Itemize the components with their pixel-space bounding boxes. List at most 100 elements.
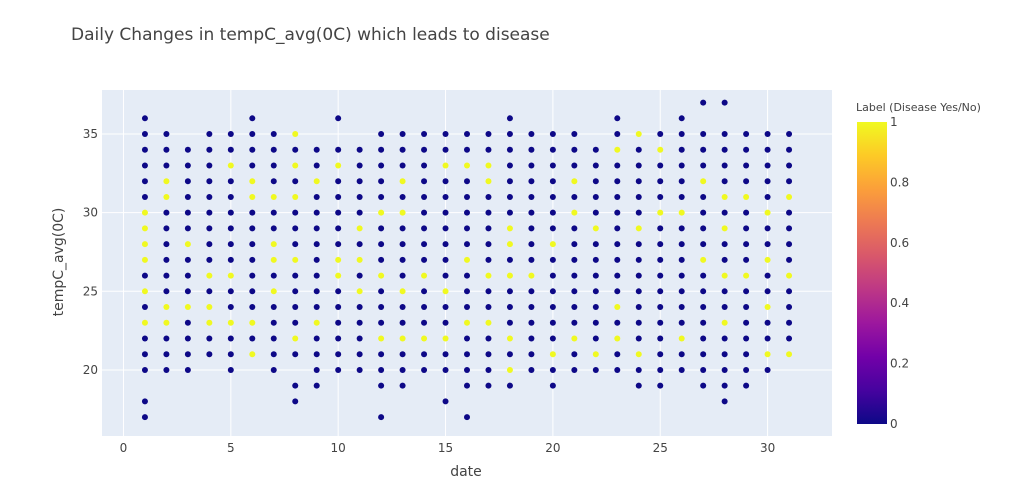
data-point-label-0 [700, 99, 707, 106]
data-point-label-0 [141, 162, 148, 169]
data-point-label-1 [292, 162, 299, 169]
data-point-label-1 [356, 256, 363, 263]
data-point-label-0 [206, 351, 213, 358]
data-point-label-0 [399, 225, 406, 232]
data-point-label-0 [464, 366, 470, 373]
data-point-label-0 [657, 162, 664, 169]
data-point-label-0 [549, 304, 556, 311]
data-point-label-0 [635, 366, 642, 373]
data-point-label-0 [614, 256, 621, 263]
data-point-label-0 [292, 288, 299, 295]
data-point-label-0 [227, 146, 234, 153]
data-point-label-0 [506, 115, 513, 122]
data-point-label-0 [313, 351, 320, 358]
data-point-label-0 [700, 366, 707, 373]
data-point-label-0 [335, 366, 342, 373]
data-point-label-0 [163, 131, 170, 138]
data-point-label-0 [549, 366, 556, 373]
data-point-label-0 [184, 335, 191, 342]
data-point-label-0 [700, 319, 707, 326]
data-point-label-1 [657, 209, 664, 216]
data-point-label-0 [743, 304, 750, 311]
data-point-label-0 [249, 146, 256, 153]
data-point-label-0 [421, 366, 428, 373]
data-point-label-0 [313, 146, 320, 153]
data-point-label-0 [206, 225, 213, 232]
data-point-label-0 [378, 146, 385, 153]
data-point-label-0 [378, 319, 385, 326]
data-point-label-0 [721, 146, 728, 153]
data-point-label-0 [356, 319, 363, 326]
data-point-label-0 [313, 304, 320, 311]
data-point-label-1 [786, 272, 793, 279]
data-point-label-1 [721, 225, 728, 232]
data-point-label-1 [206, 304, 213, 311]
data-point-label-0 [528, 304, 535, 311]
data-point-label-0 [764, 131, 771, 138]
data-point-label-0 [614, 225, 621, 232]
data-point-label-0 [657, 225, 664, 232]
data-point-label-0 [356, 366, 363, 373]
data-point-label-0 [227, 178, 234, 185]
data-point-label-1 [614, 146, 621, 153]
data-point-label-0 [163, 209, 170, 216]
data-point-label-1 [206, 272, 213, 279]
data-point-label-0 [571, 351, 578, 358]
data-point-label-0 [700, 146, 707, 153]
data-point-label-0 [485, 146, 492, 153]
data-point-label-0 [464, 225, 470, 232]
data-point-label-0 [141, 304, 148, 311]
colorbar-title: Label (Disease Yes/No) [856, 101, 981, 114]
data-point-label-1 [206, 319, 213, 326]
data-point-label-0 [721, 99, 728, 106]
data-point-label-0 [163, 366, 170, 373]
data-point-label-0 [721, 351, 728, 358]
data-point-label-0 [700, 304, 707, 311]
data-point-label-0 [528, 366, 535, 373]
data-point-label-0 [442, 241, 449, 248]
data-point-label-1 [399, 178, 406, 185]
data-point-label-0 [184, 146, 191, 153]
data-point-label-0 [399, 131, 406, 138]
data-point-label-1 [313, 319, 320, 326]
data-point-label-0 [421, 241, 428, 248]
data-point-label-0 [786, 162, 793, 169]
chart-title: Daily Changes in tempC_avg(0C) which lea… [71, 25, 550, 45]
data-point-label-0 [700, 209, 707, 216]
data-point-label-1 [163, 193, 170, 200]
data-point-label-1 [678, 335, 685, 342]
x-axis-ticks: 0 5 10 15 20 25 30 [120, 441, 776, 455]
data-point-label-0 [378, 256, 385, 263]
data-point-label-0 [421, 131, 428, 138]
colorbar [857, 122, 887, 424]
colorbar-ticks: 0 0.2 0.4 0.6 0.8 1 [890, 115, 909, 431]
data-point-label-0 [549, 288, 556, 295]
data-point-label-0 [528, 146, 535, 153]
data-point-label-1 [399, 288, 406, 295]
data-point-label-1 [227, 272, 234, 279]
data-point-label-0 [399, 241, 406, 248]
x-tick-label: 20 [545, 441, 560, 455]
data-point-label-0 [721, 256, 728, 263]
data-point-label-0 [378, 131, 385, 138]
data-point-label-0 [592, 178, 599, 185]
data-point-label-0 [227, 288, 234, 295]
data-point-label-0 [614, 162, 621, 169]
data-point-label-0 [270, 319, 277, 326]
data-point-label-0 [464, 382, 470, 389]
data-point-label-0 [163, 335, 170, 342]
data-point-label-1 [442, 335, 449, 342]
data-point-label-0 [442, 398, 449, 405]
data-point-label-0 [270, 146, 277, 153]
data-point-label-1 [227, 319, 234, 326]
data-point-label-0 [764, 146, 771, 153]
data-point-label-0 [141, 351, 148, 358]
y-axis-title: tempC_avg(0C) [51, 208, 67, 317]
data-point-label-0 [635, 382, 642, 389]
data-point-label-0 [442, 131, 449, 138]
data-point-label-0 [249, 225, 256, 232]
data-point-label-0 [786, 335, 793, 342]
data-point-label-0 [506, 146, 513, 153]
data-point-label-0 [764, 366, 771, 373]
